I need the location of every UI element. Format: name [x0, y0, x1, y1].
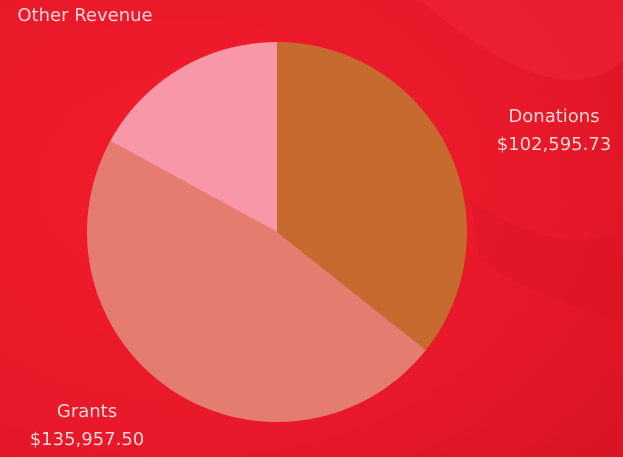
slice-value-label: $135,957.50 — [30, 429, 145, 450]
slice-value-label: $102,595.73 — [497, 134, 612, 155]
slice-label: Other Revenue — [17, 5, 152, 26]
slice-label: Donations — [508, 106, 599, 127]
slice-label: Grants — [57, 401, 117, 422]
chart: Donations $102,595.73 Grants $135,957.50 Oth… — [0, 0, 623, 457]
page: Donations $102,595.73 Grants $135,957.50 Oth… — [0, 0, 623, 457]
